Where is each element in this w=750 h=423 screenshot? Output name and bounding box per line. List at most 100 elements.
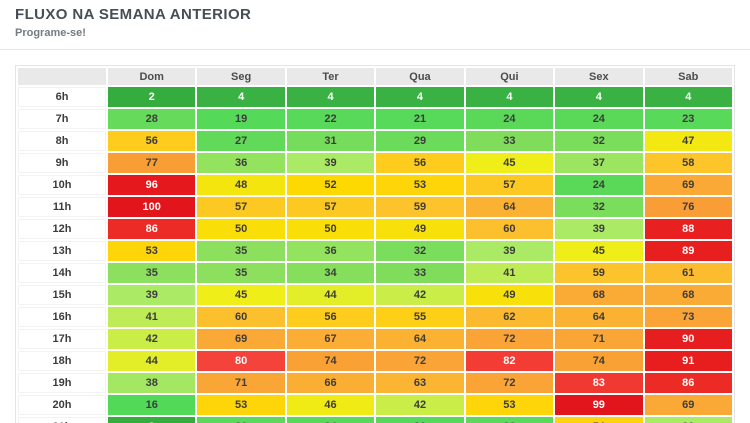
heatmap-cell-qua-8h: 29 <box>376 131 464 151</box>
heatmap-cell-seg-7h: 19 <box>197 109 285 129</box>
heatmap-cell-qui-10h: 57 <box>465 175 554 195</box>
heatmap-cell-dom-10h: 96 <box>108 175 196 195</box>
heatmap-cell-sex-20h: 99 <box>555 395 643 415</box>
heatmap-cell-sab-12h: 88 <box>644 219 732 239</box>
heatmap-cell-dom-16h: 41 <box>108 307 196 327</box>
heatmap-cell-qui-13h: 39 <box>465 241 554 261</box>
row-label-15h: 15h <box>18 285 106 305</box>
heatmap-cell-qua-19h: 63 <box>376 373 464 393</box>
heatmap-cell-qui-18h: 82 <box>465 351 554 371</box>
heatmap-cell-sab-20h: 69 <box>644 395 732 415</box>
heatmap-cell-qui-19h: 72 <box>465 373 554 393</box>
heatmap-cell-ter-14h: 34 <box>286 263 375 283</box>
heatmap-cell-seg-13h: 35 <box>197 241 285 261</box>
heatmap-cell-qua-6h: 4 <box>376 87 464 107</box>
heatmap-cell-seg-9h: 36 <box>197 153 285 173</box>
heatmap-cell-sab-13h: 89 <box>644 241 732 261</box>
heatmap-cell-dom-19h: 38 <box>108 373 196 393</box>
heatmap-cell-ter-9h: 39 <box>286 153 375 173</box>
heatmap-cell-qua-16h: 55 <box>376 307 464 327</box>
heatmap-cell-seg-20h: 53 <box>197 395 285 415</box>
table-body: 6h 2 4 4 4 4 4 4 7h 28 19 22 21 24 24 23 8h 56 27 31 29 33 32 4… <box>18 87 732 423</box>
heatmap-cell-sex-11h: 32 <box>555 197 643 217</box>
heatmap-cell-qua-12h: 49 <box>376 219 464 239</box>
table-row-21h: 21h2262420265439 <box>18 417 732 423</box>
heatmap-cell-dom-13h: 53 <box>108 241 196 261</box>
heatmap-cell-seg-12h: 50 <box>197 219 285 239</box>
heatmap-cell-sab-15h: 68 <box>644 285 732 305</box>
heatmap-cell-sab-8h: 47 <box>644 131 732 151</box>
table-row-18h: 18h 44 80 74 72 82 74 91 <box>18 351 732 371</box>
table-row-11h: 11h 100 57 57 59 64 32 76 <box>18 197 732 217</box>
heatmap-cell-ter-8h: 31 <box>286 131 375 151</box>
heatmap-cell-dom-6h: 2 <box>108 87 196 107</box>
column-header-qui: Qui <box>465 68 554 85</box>
heatmap-cell-seg-18h: 80 <box>197 351 285 371</box>
heatmap-cell-sab-14h: 61 <box>644 263 732 283</box>
heatmap-cell-seg-14h: 35 <box>197 263 285 283</box>
table-row-8h: 8h 56 27 31 29 33 32 47 <box>18 131 732 151</box>
column-header-sab: Sab <box>644 68 732 85</box>
heatmap-cell-qua-17h: 64 <box>376 329 464 349</box>
table-row-20h: 20h 16 53 46 42 53 99 69 <box>18 395 732 415</box>
heatmap-cell-ter-10h: 52 <box>286 175 375 195</box>
row-label-21h: 21h <box>18 417 106 423</box>
row-label-6h: 6h <box>18 87 106 107</box>
heatmap-cell-ter-11h: 57 <box>286 197 375 217</box>
heatmap-cell-sab-9h: 58 <box>644 153 732 173</box>
heatmap-cell-qua-14h: 33 <box>376 263 464 283</box>
heatmap-cell-qua-7h: 21 <box>376 109 464 129</box>
row-label-12h: 12h <box>18 219 106 239</box>
heatmap-cell-sex-14h: 59 <box>555 263 643 283</box>
row-label-11h: 11h <box>18 197 106 217</box>
heatmap-cell-dom-7h: 28 <box>108 109 196 129</box>
heatmap-cell-ter-6h: 4 <box>286 87 375 107</box>
heatmap-cell-ter-20h: 46 <box>286 395 375 415</box>
heatmap-cell-ter-7h: 22 <box>286 109 375 129</box>
heatmap-cell-qua-21h: 20 <box>376 417 464 423</box>
table-row-7h: 7h 28 19 22 21 24 24 23 <box>18 109 732 129</box>
heatmap-cell-sex-10h: 24 <box>555 175 643 195</box>
heatmap-cell-sex-7h: 24 <box>555 109 643 129</box>
heatmap-cell-seg-16h: 60 <box>197 307 285 327</box>
heatmap-cell-sab-19h: 86 <box>644 373 732 393</box>
row-label-19h: 19h <box>18 373 106 393</box>
heatmap-cell-qui-17h: 72 <box>465 329 554 349</box>
table-row-15h: 15h 39 45 44 42 49 68 68 <box>18 285 732 305</box>
heatmap-cell-seg-15h: 45 <box>197 285 285 305</box>
heatmap-cell-seg-6h: 4 <box>197 87 285 107</box>
column-header-ter: Ter <box>286 68 375 85</box>
row-label-18h: 18h <box>18 351 106 371</box>
heatmap-cell-ter-19h: 66 <box>286 373 375 393</box>
heatmap-cell-qui-8h: 33 <box>465 131 554 151</box>
table-row-17h: 17h 42 69 67 64 72 71 90 <box>18 329 732 349</box>
heatmap-cell-qua-11h: 59 <box>376 197 464 217</box>
row-label-17h: 17h <box>18 329 106 349</box>
heatmap-cell-seg-21h: 26 <box>197 417 285 423</box>
table-row-9h: 9h 77 36 39 56 45 37 58 <box>18 153 732 173</box>
heatmap-cell-dom-18h: 44 <box>108 351 196 371</box>
corner-cell <box>18 68 106 85</box>
heatmap-cell-qui-6h: 4 <box>465 87 554 107</box>
heatmap-cell-qui-7h: 24 <box>465 109 554 129</box>
heatmap-cell-seg-11h: 57 <box>197 197 285 217</box>
row-label-13h: 13h <box>18 241 106 261</box>
column-header-seg: Seg <box>197 68 285 85</box>
heatmap-cell-sex-15h: 68 <box>555 285 643 305</box>
heatmap-cell-ter-17h: 67 <box>286 329 375 349</box>
table-row-19h: 19h 38 71 66 63 72 83 86 <box>18 373 732 393</box>
heatmap-cell-sex-17h: 71 <box>555 329 643 349</box>
heatmap-cell-ter-15h: 44 <box>286 285 375 305</box>
row-label-9h: 9h <box>18 153 106 173</box>
heatmap-cell-sex-13h: 45 <box>555 241 643 261</box>
table-row-12h: 12h 86 50 50 49 60 39 88 <box>18 219 732 239</box>
heatmap-cell-dom-20h: 16 <box>108 395 196 415</box>
heatmap-cell-sab-18h: 91 <box>644 351 732 371</box>
heatmap-cell-qua-18h: 72 <box>376 351 464 371</box>
heatmap-cell-qui-20h: 53 <box>465 395 554 415</box>
heatmap-cell-sex-8h: 32 <box>555 131 643 151</box>
weekly-flow-heatmap: Dom Seg Ter Qua Qui Sex Sab 6h 2 4 4 4 4 4 4 7h 28 19 22 2… <box>15 65 735 423</box>
row-label-20h: 20h <box>18 395 106 415</box>
table-row-16h: 16h 41 60 56 55 62 64 73 <box>18 307 732 327</box>
row-label-7h: 7h <box>18 109 106 129</box>
